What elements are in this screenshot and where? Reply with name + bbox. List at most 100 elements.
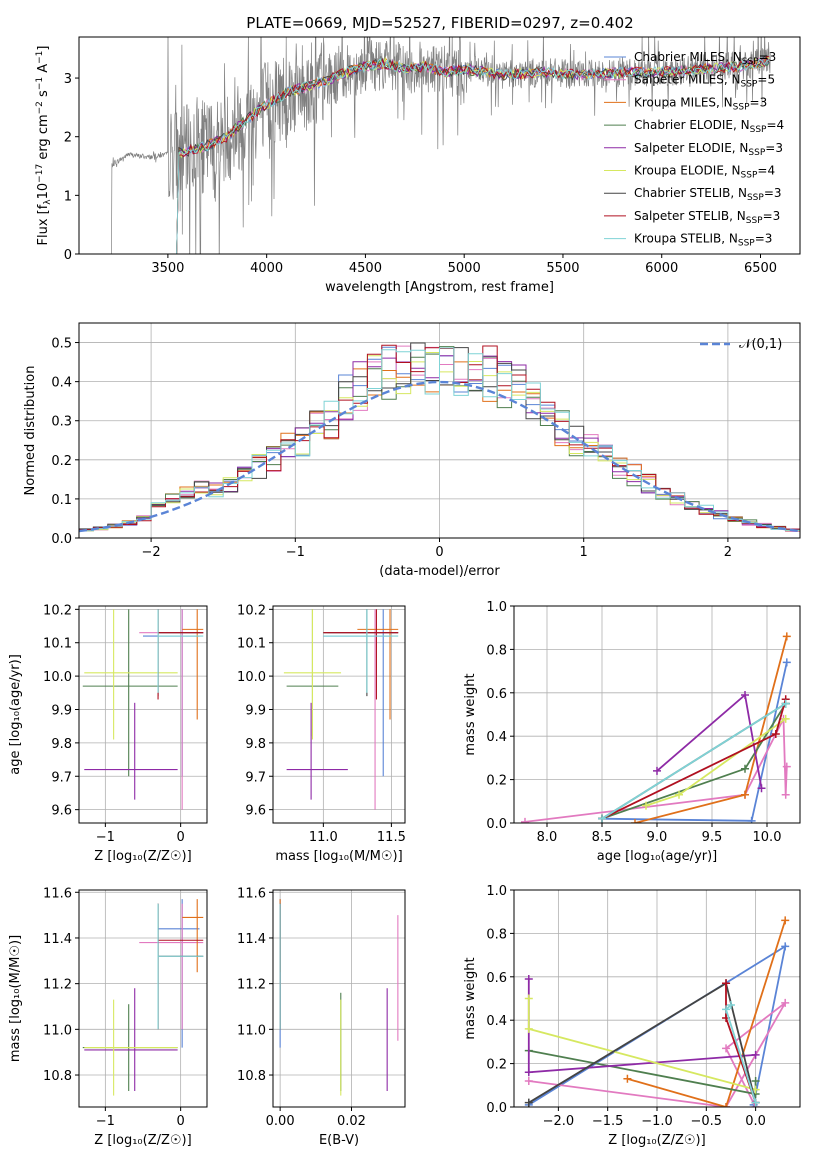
x-tick-label: −1: [286, 545, 305, 560]
data-point: [722, 1103, 731, 1107]
y-tick-label: 10.0: [237, 670, 266, 685]
x-axis-label: E(B-V): [319, 1133, 359, 1148]
normal-curve: [79, 380, 800, 533]
point-chab_miles: [158, 899, 200, 1048]
data-point: [757, 784, 766, 793]
data-point: [741, 764, 749, 773]
panel-age_vs_mass: 11.0 11.5 9.6 9.7 9.8 9.9 10.0 10.1 10.2 mass [lo…: [237, 603, 406, 864]
x-tick-label: 4500: [349, 261, 382, 276]
panel-weight_vs_age: 8.0 8.5 9.0 9.5 10.0 0.0 0.2 0.4 0.6 0.8 1.0 age [l…: [463, 600, 801, 864]
data-point: [726, 1001, 735, 1010]
x-tick-label: 0: [435, 545, 443, 560]
y-axis-label: Flux [fλ10−17 erg cm−2 s−1 A−1]: [35, 46, 53, 246]
data-point: [751, 1050, 760, 1059]
x-tick-label: 8.0: [537, 830, 558, 845]
legend-label-krou_elodie: Kroupa ELODIE, NSSP=4: [634, 164, 775, 181]
y-tick-label: 0.2: [486, 1058, 507, 1073]
x-tick-label: 0.0: [745, 1114, 766, 1129]
data-point: [751, 1098, 760, 1107]
series-salp_elodie: [524, 974, 760, 1077]
series-line: [601, 702, 787, 820]
y-tick-label: 11.6: [43, 886, 72, 901]
x-tick-label: 0: [177, 830, 185, 845]
data-point: [521, 817, 529, 823]
point-chab_miles: [143, 609, 200, 777]
x-tick-label: 6500: [744, 261, 777, 276]
y-tick-label: 11.2: [237, 978, 266, 993]
data-point: [781, 699, 790, 708]
x-tick-label: −2: [142, 545, 161, 560]
y-tick-label: 0.6: [486, 971, 507, 986]
x-tick-label: −0.5: [691, 1114, 723, 1129]
data-point: [781, 942, 790, 951]
point-krou_elodie: [283, 609, 342, 740]
legend-label-normal: 𝒩(0,1): [739, 337, 782, 352]
series-line: [634, 636, 788, 823]
plot-area: [82, 899, 204, 1096]
y-axis-label: mass weight: [463, 957, 478, 1039]
axes-frame: [78, 322, 801, 539]
series-salp_elodie: [653, 690, 766, 793]
x-axis-label: Z [log₁₀(Z/Z☉)]: [94, 1133, 191, 1148]
plot-area: [110, 37, 771, 254]
data-point: [771, 730, 780, 739]
y-tick-label: 11.0: [237, 1023, 266, 1038]
x-tick-label: 0.02: [337, 1114, 366, 1129]
panel-weight_vs_Z: −2.0 −1.5 −1.0 −0.5 0.0 0.0 0.2 0.4 0.6 0.8 1.0 Z […: [463, 884, 801, 1148]
data-point: [722, 1044, 731, 1053]
data-point: [675, 790, 683, 799]
point-salp_elodie: [84, 702, 178, 800]
x-tick-label: 4000: [250, 261, 283, 276]
point-krou_elodie: [84, 609, 178, 740]
y-tick-label: 0.3: [51, 415, 72, 430]
y-tick-label: 0.0: [51, 532, 72, 547]
series-chab_elodie: [524, 1046, 760, 1098]
legend-label-krou_stelib: Kroupa STELIB, NSSP=3: [634, 232, 772, 249]
point-chab_elodie: [82, 609, 178, 777]
x-tick-label: 11.0: [309, 830, 338, 845]
panel-mass_vs_ebv: 0.00 0.02 10.8 11.0 11.2 11.4 11.6 E(B-V): [237, 886, 406, 1148]
panel-mass_vs_Z: −1 0 10.8 11.0 11.2 11.4 11.6 Z [log₁₀(Z/Z☉)] ma…: [8, 886, 208, 1148]
point-krou_stelib: [157, 609, 204, 693]
data-point: [751, 1076, 760, 1085]
y-tick-label: 11.0: [43, 1023, 72, 1038]
y-tick-label: 9.8: [51, 737, 72, 752]
y-tick-label: 0: [64, 248, 72, 263]
x-tick-label: 6000: [645, 261, 678, 276]
x-tick-label: 10.0: [753, 830, 782, 845]
series-krou_miles: [631, 632, 791, 823]
model-spectrum-krou_stelib: [171, 58, 770, 254]
x-tick-label: 5000: [448, 261, 481, 276]
data-point: [524, 994, 533, 1003]
y-tick-label: 11.4: [237, 932, 266, 947]
data-point: [524, 1068, 533, 1077]
y-tick-label: 2: [64, 131, 72, 146]
x-tick-label: −1: [96, 830, 115, 845]
x-tick-label: −1.0: [641, 1114, 673, 1129]
series-line: [724, 1004, 757, 1103]
y-axis-label: Normed distribution: [23, 366, 38, 496]
histogram-krou_stelib: [79, 347, 800, 532]
figure-title: PLATE=0669, MJD=52527, FIBERID=0297, z=0…: [246, 14, 633, 32]
point-krou_miles: [357, 609, 399, 720]
series-krou_elodie: [642, 714, 790, 810]
y-tick-label: 9.7: [245, 770, 266, 785]
y-tick-label: 9.8: [245, 737, 266, 752]
series-line: [627, 920, 787, 1107]
x-tick-label: 3500: [151, 261, 184, 276]
y-tick-label: 0.5: [51, 337, 72, 352]
legend-label-salp_miles: Salpeter MILES, NSSP=5: [634, 73, 775, 90]
series-line: [527, 998, 756, 1091]
point-salp_stelib: [323, 609, 399, 700]
y-tick-label: 0.4: [486, 730, 507, 745]
x-tick-label: −1.5: [592, 1114, 624, 1129]
point-krou_elodie: [84, 999, 178, 1096]
y-tick-label: 10.0: [43, 670, 72, 685]
data-point: [524, 1076, 533, 1085]
y-tick-label: 10.1: [43, 637, 72, 652]
data-point: [741, 690, 749, 699]
legend-label-salp_elodie: Salpeter ELODIE, NSSP=3: [634, 141, 783, 158]
y-tick-label: 10.2: [237, 603, 266, 618]
y-tick-label: 9.9: [51, 703, 72, 718]
plot-area: [279, 899, 399, 1096]
